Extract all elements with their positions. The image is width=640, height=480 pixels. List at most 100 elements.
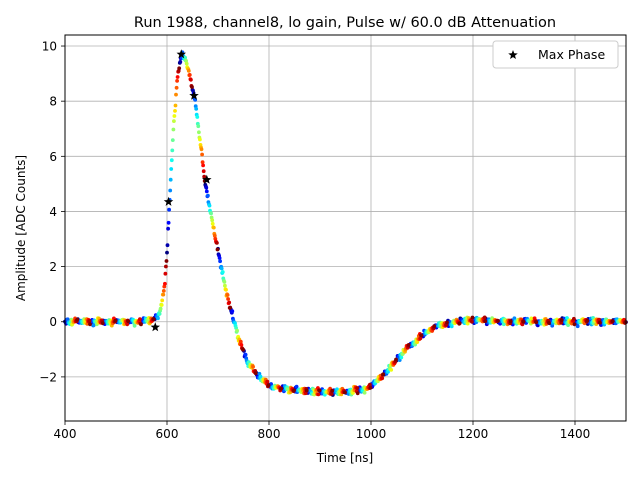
scatter-point (163, 271, 168, 276)
scatter-point (196, 124, 201, 129)
x-axis-ticks: 400 600 800 1000 1200 1400 (54, 421, 591, 441)
scatter-point (199, 147, 204, 152)
scatter-point (598, 320, 602, 325)
y-tick-label: 10 (42, 40, 57, 54)
scatter-point (210, 218, 215, 223)
scatter-point (241, 347, 245, 352)
scatter-point (501, 322, 506, 327)
scatter-point (190, 85, 194, 89)
scatter-point (161, 292, 166, 297)
scatter-point (202, 174, 207, 179)
scatter-point (167, 207, 172, 212)
scatter-point (380, 376, 385, 381)
scatter-point (211, 225, 216, 230)
scatter-point (173, 109, 177, 113)
scatter-point (195, 115, 200, 119)
scatter-point (389, 368, 394, 372)
scatter-point (210, 221, 215, 226)
scatter-point (201, 163, 206, 168)
scatter-point (184, 61, 189, 66)
scatter-point (204, 185, 209, 190)
scatter-point (201, 169, 206, 174)
scatter-point (355, 391, 360, 396)
chart-title: Run 1988, channel8, lo gain, Pulse w/ 60… (134, 15, 556, 31)
scatter-point (187, 73, 192, 77)
scatter-point (157, 312, 162, 316)
y-tick-label: 4 (49, 205, 57, 219)
scatter-point (183, 55, 188, 60)
scatter-point (496, 319, 500, 323)
scatter-point (399, 355, 404, 360)
scatter-point (445, 320, 449, 325)
x-tick-label: 400 (54, 427, 77, 441)
scatter-point (470, 319, 474, 324)
scatter-point (139, 322, 143, 327)
scatter-point (88, 322, 92, 327)
scatter-point (223, 283, 227, 288)
scatter-point (362, 390, 367, 395)
scatter-point (169, 167, 174, 171)
scatter-point (565, 316, 569, 320)
scatter-point (194, 107, 199, 111)
max-phase-star (189, 90, 199, 100)
scatter-point (226, 297, 231, 301)
x-tick-label: 1000 (356, 427, 387, 441)
scatter-point (178, 60, 183, 64)
x-tick-label: 600 (156, 427, 179, 441)
x-axis-label: Time [ns] (316, 451, 373, 465)
scatter-point (161, 289, 166, 293)
scatter-point (265, 379, 270, 384)
scatter-point (212, 233, 217, 238)
scatter-point (163, 281, 167, 286)
scatter-point (222, 280, 227, 284)
scatter-point (610, 319, 615, 324)
scatter-point (200, 152, 205, 157)
scatter-point (168, 188, 173, 193)
plot-frame (64, 34, 627, 422)
x-tick-label: 1400 (560, 427, 591, 441)
scatter-point (572, 316, 576, 321)
max-phase-star (163, 196, 174, 206)
scatter-point (294, 384, 299, 389)
scatter-point (156, 316, 160, 321)
y-tick-label: 0 (49, 315, 57, 329)
grid-lines (64, 35, 626, 421)
scatter-point (228, 305, 233, 310)
scatter-point (75, 317, 80, 322)
scatter-point (512, 316, 517, 321)
scatter-point (170, 138, 175, 143)
scatter-point (172, 114, 177, 118)
scatter-point (343, 390, 347, 395)
scatter-point (243, 352, 248, 357)
scatter-point (230, 309, 235, 313)
scatter-point (204, 189, 209, 194)
scatter-point (521, 319, 526, 324)
scatter-point (317, 388, 322, 393)
scatter-point (209, 211, 214, 216)
scatter-point (166, 226, 171, 231)
scatter-point (508, 319, 513, 324)
scatter-point (381, 372, 386, 377)
legend-label-max-phase: Max Phase (538, 47, 605, 62)
scatter-point (585, 318, 590, 323)
scatter-point (368, 382, 372, 387)
scatter-point (151, 317, 156, 321)
scatter-point (355, 386, 360, 390)
scatter-point (330, 388, 335, 393)
scatter-point (219, 266, 224, 271)
scatter-point (113, 318, 118, 323)
scatter-point (173, 103, 178, 108)
scatter-point (258, 374, 263, 379)
scatter-point (206, 193, 210, 198)
scatter-point (100, 321, 105, 326)
scatter-point (189, 77, 193, 82)
scatter-point (529, 316, 534, 321)
y-tick-label: 6 (49, 150, 57, 164)
scatter-point (172, 119, 176, 123)
max-phase-markers (150, 49, 212, 332)
scatter-point (406, 343, 411, 347)
scatter-point (174, 85, 179, 90)
scatter-point (368, 385, 373, 390)
scatter-point (253, 371, 258, 376)
